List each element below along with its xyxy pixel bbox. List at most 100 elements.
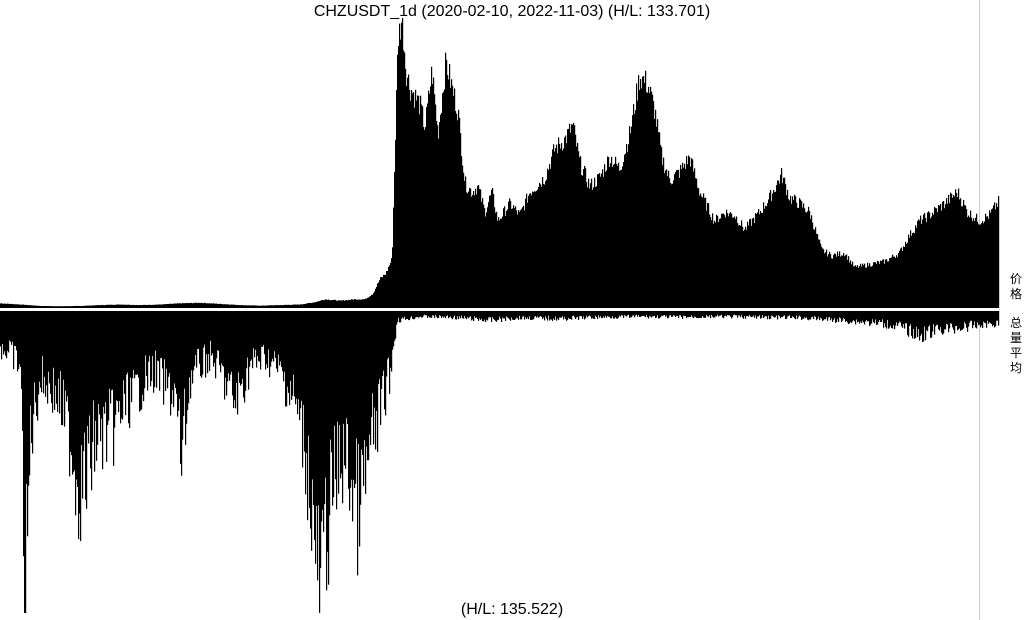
volume-bar	[75, 311, 77, 516]
volume-bar	[650, 311, 652, 317]
volume-bar	[63, 311, 65, 380]
price-bar	[943, 200, 945, 308]
volume-bar	[544, 311, 546, 321]
volume-bar	[96, 311, 98, 461]
price-bar	[114, 304, 116, 308]
volume-bar	[248, 311, 250, 390]
price-bar	[748, 225, 750, 308]
price-bar	[450, 87, 452, 308]
volume-bar	[283, 311, 285, 382]
volume-bar	[750, 311, 752, 317]
volume-bar	[739, 311, 741, 316]
price-bar	[490, 195, 492, 308]
price-bar	[269, 305, 271, 308]
volume-bar	[876, 311, 878, 325]
volume-bar	[596, 311, 598, 317]
price-bar	[495, 212, 497, 308]
volume-bar	[478, 311, 480, 321]
volume-bar	[819, 311, 821, 321]
volume-bar	[266, 311, 268, 365]
price-bar	[647, 92, 649, 308]
price-bar	[100, 305, 102, 308]
volume-bar	[934, 311, 936, 335]
price-bar	[507, 209, 509, 308]
price-bar	[447, 75, 449, 308]
price-bar	[883, 259, 885, 308]
volume-bar	[706, 311, 708, 315]
price-bar	[314, 302, 316, 308]
volume-bar	[343, 311, 345, 424]
volume-bar	[395, 311, 397, 339]
volume-bar	[522, 311, 524, 317]
volume-bar	[924, 311, 926, 327]
volume-bar	[330, 311, 332, 440]
volume-bar	[921, 311, 923, 334]
volume-bar	[374, 311, 376, 408]
price-bar	[659, 132, 661, 308]
volume-bar	[259, 311, 261, 362]
volume-bar	[482, 311, 484, 322]
price-bar	[764, 208, 766, 308]
volume-bar	[762, 311, 764, 316]
volume-bar	[959, 311, 961, 329]
volume-bar	[32, 311, 34, 454]
volume-bar	[58, 311, 60, 379]
price-bar	[665, 170, 667, 308]
volume-bar	[826, 311, 828, 318]
price-bar	[685, 168, 687, 308]
volume-bar	[639, 311, 641, 317]
price-bar	[705, 197, 707, 308]
volume-bar	[379, 311, 381, 380]
price-bar	[539, 182, 541, 308]
price-bar	[261, 305, 263, 308]
price-bar	[970, 210, 972, 308]
volume-bar	[193, 311, 195, 371]
volume-bar	[930, 311, 932, 338]
price-bar	[947, 203, 949, 308]
price-bar	[661, 147, 663, 308]
volume-bar	[12, 311, 14, 342]
price-bar	[413, 92, 415, 308]
price-bar	[666, 169, 668, 308]
price-bar	[905, 241, 907, 308]
price-bar	[67, 306, 69, 308]
price-bar	[866, 267, 868, 308]
volume-bar	[466, 311, 468, 320]
volume-bar	[700, 311, 702, 318]
volume-bar	[62, 311, 64, 426]
price-bar	[418, 95, 420, 309]
price-bar	[147, 304, 149, 308]
volume-bar	[811, 311, 813, 318]
volume-bar	[592, 311, 594, 318]
price-bar	[786, 195, 788, 308]
price-bar	[188, 303, 190, 308]
volume-bar	[262, 311, 264, 347]
price-bar	[374, 291, 376, 308]
volume-bar	[585, 311, 587, 319]
price-bar	[625, 153, 627, 308]
price-bar	[818, 239, 820, 308]
volume-bar	[944, 311, 946, 330]
volume-bar	[290, 311, 292, 381]
volume-bar	[867, 311, 869, 322]
volume-bar	[783, 311, 785, 316]
price-bar	[251, 305, 253, 308]
volume-bar	[878, 311, 880, 322]
volume-bar	[667, 311, 669, 319]
price-bar	[91, 305, 93, 308]
price-bar	[975, 217, 977, 308]
volume-bar	[643, 311, 645, 316]
volume-bar	[132, 311, 134, 379]
price-bar	[933, 214, 935, 308]
volume-bar	[532, 311, 534, 320]
price-bar	[4, 303, 6, 308]
volume-bar	[860, 311, 862, 322]
price-bar	[340, 300, 342, 308]
volume-bar	[405, 311, 407, 320]
price-bar	[956, 192, 958, 308]
price-bar	[808, 206, 810, 308]
price-bar	[750, 218, 752, 308]
volume-bar	[293, 311, 295, 375]
price-bar	[944, 208, 946, 308]
price-bar	[931, 216, 933, 308]
